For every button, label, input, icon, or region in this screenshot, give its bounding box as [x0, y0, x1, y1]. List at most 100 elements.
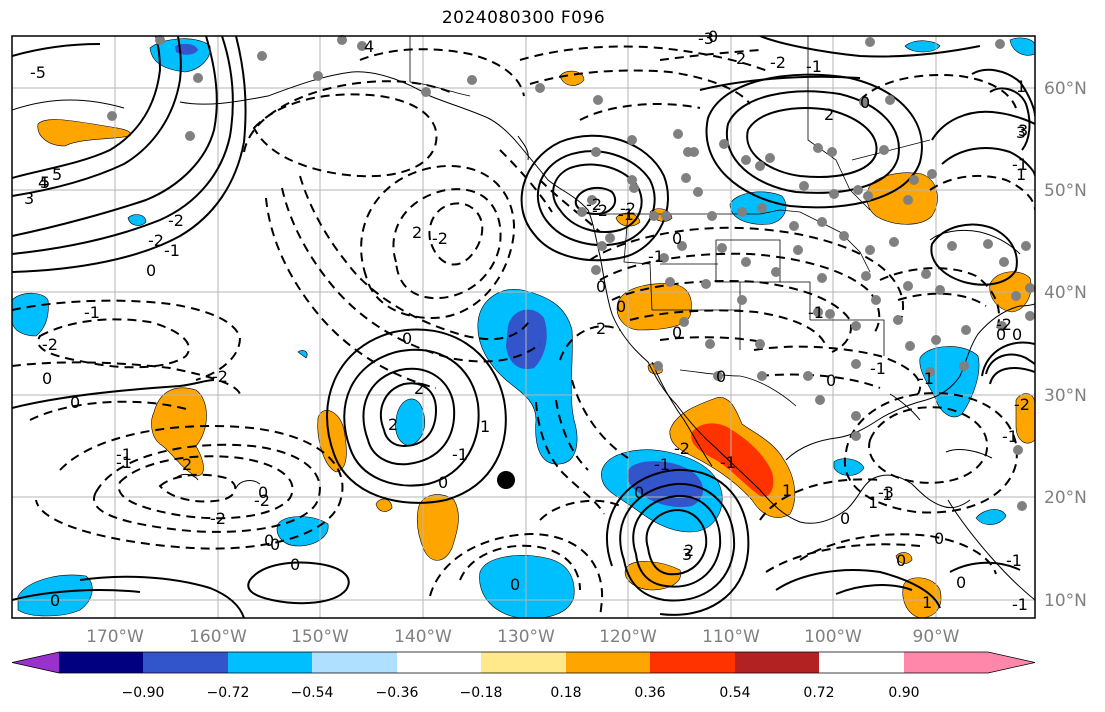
contour-label: 0	[826, 371, 836, 390]
contour-label: 0	[840, 509, 850, 528]
colorbar-tick-label: −0.72	[207, 685, 250, 701]
lat-label: 30°N	[1044, 386, 1087, 406]
colorbar-extend-max	[988, 652, 1035, 673]
contour-label: -2	[432, 229, 448, 248]
anomaly-patch	[833, 458, 865, 476]
contour-label: 1	[868, 493, 878, 512]
contour-label: -1	[116, 445, 132, 464]
colorbar-segment	[312, 652, 397, 673]
contour-label: 2	[596, 319, 606, 338]
contour-label: 1	[480, 417, 490, 436]
contour-label: 0	[270, 535, 280, 554]
contour-label: -2	[674, 439, 690, 458]
contour-label: 3	[1018, 121, 1028, 140]
lon-label: 170°W	[86, 627, 144, 647]
colorbar	[11, 651, 1036, 674]
colorbar-tick-labels: −0.90 −0.72 −0.54 −0.36 −0.18 0.18 0.36 …	[122, 685, 920, 701]
contour-label: -1	[452, 445, 468, 464]
contour-label: 2	[412, 223, 422, 242]
anomaly-patch	[904, 40, 941, 53]
contour-label: 1	[1016, 77, 1026, 96]
contour-label: 2	[182, 455, 192, 474]
anomaly-patch	[151, 387, 207, 477]
lat-label: 20°N	[1044, 488, 1087, 508]
contour-label: 2	[824, 105, 834, 124]
colorbar-tick-label: 0.36	[634, 685, 665, 701]
contour-label: 0	[50, 591, 60, 610]
anomaly-patch	[127, 214, 147, 226]
lat-label: 10°N	[1044, 591, 1087, 611]
anomaly-patch	[691, 423, 774, 497]
contour-label: -1	[648, 247, 664, 266]
contour-label: -2	[148, 231, 164, 250]
contour-label: 0	[264, 531, 274, 550]
contour-label: -1	[618, 205, 634, 224]
contour-label: 0	[860, 93, 870, 112]
anomaly-patch	[895, 552, 913, 564]
contour-label: 3	[682, 545, 692, 564]
contour-label: 0	[290, 555, 300, 574]
contour-label: -5	[30, 63, 46, 82]
contour-label: 1	[1016, 165, 1026, 184]
contour-label: -2	[254, 491, 270, 510]
contour-label: 0	[716, 367, 726, 386]
colorbar-extend-min	[12, 652, 59, 673]
contour-label: -1	[654, 455, 670, 474]
contour-label: -2	[210, 509, 226, 528]
colorbar-tick-label: −0.36	[376, 685, 419, 701]
lon-label: 150°W	[291, 627, 349, 647]
contour-label: 1	[782, 481, 792, 500]
contour-label: -1	[164, 241, 180, 260]
colorbar-segment	[59, 652, 143, 673]
contour-labels: -1 -2 0 0 -2 2 -1 0 -2 0 0 -2 0 2 2 -1 1…	[24, 27, 1030, 614]
contour-label: 0	[146, 261, 156, 280]
contour-label: 4	[364, 37, 374, 56]
anomaly-patch	[902, 577, 942, 618]
contour-label: 0	[672, 323, 682, 342]
colorbar-tick-label: 0.18	[550, 685, 581, 701]
contour-label: 0	[896, 551, 906, 570]
coastlines	[12, 71, 1035, 601]
anomaly-patch	[297, 350, 308, 359]
anomaly-patch	[375, 498, 393, 512]
contour-label: -3	[878, 483, 894, 502]
contour-label: 0	[672, 229, 682, 248]
contour-label: 0	[42, 369, 52, 388]
contour-label: 0	[934, 529, 944, 548]
colorbar-tick-label: −0.90	[122, 685, 165, 701]
colorbar-tick-label: 0.72	[803, 685, 834, 701]
anomaly-patch	[866, 172, 938, 225]
contour-label: -1	[1002, 427, 1018, 446]
colorbar-segment	[228, 652, 312, 673]
colorbar-tick-label: −0.18	[460, 685, 503, 701]
colorbar-segment	[143, 652, 228, 673]
contour-label: -2	[996, 315, 1012, 334]
lon-label: 140°W	[394, 627, 452, 647]
contour-label: -1	[808, 303, 824, 322]
contour-label: 2	[684, 541, 694, 560]
colorbar-outline	[11, 651, 1036, 674]
lat-label: 60°N	[1044, 79, 1087, 99]
lon-label: 110°W	[702, 627, 760, 647]
contour-label: -2	[1014, 395, 1030, 414]
contour-label: -2	[620, 199, 636, 218]
contours-positive	[12, 36, 1035, 618]
contour-label: -2	[592, 201, 608, 220]
anomaly-patch	[17, 574, 93, 617]
contour-label: 0	[438, 473, 448, 492]
colorbar-tick-label: −0.54	[291, 685, 334, 701]
contour-label: 0	[1012, 325, 1022, 344]
anomaly-patch	[12, 292, 49, 337]
contour-label: 2	[388, 415, 398, 434]
lon-label: 130°W	[497, 627, 555, 647]
contour-label: 3	[1016, 123, 1026, 142]
contour-label: -2	[42, 335, 58, 354]
contour-label: -2	[212, 367, 228, 386]
anomaly-patch	[479, 555, 575, 618]
contour-label: 0	[956, 573, 966, 592]
contour-label: 0	[402, 329, 412, 348]
contour-label: -1	[870, 359, 886, 378]
contour-label: -1	[918, 369, 934, 388]
contour-label: 2	[414, 379, 424, 398]
